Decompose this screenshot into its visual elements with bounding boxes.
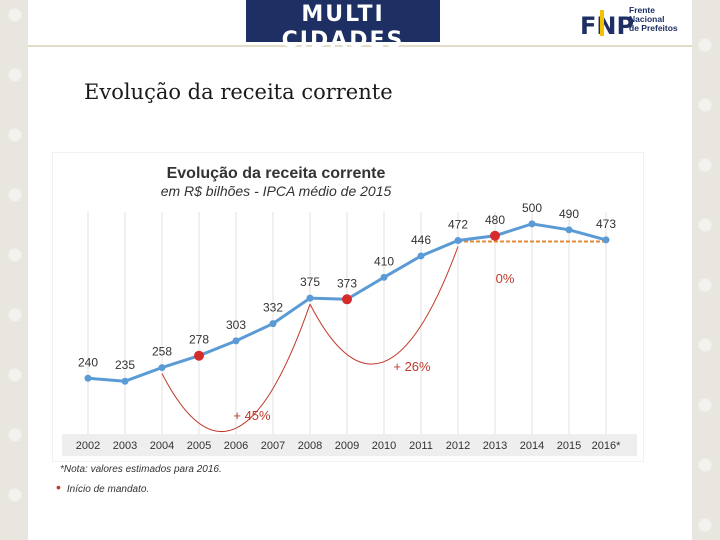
data-label: 258 [152,345,172,359]
x-tick-label: 2013 [483,440,507,452]
data-label: 278 [189,333,209,347]
data-label: 375 [300,275,320,289]
fnp-mark: FNP [580,12,634,40]
annotation-0: 0% [496,271,515,286]
x-tick-label: 2008 [298,440,322,452]
data-point [454,237,462,244]
data-label: 235 [115,358,135,372]
mandate-start-point [194,350,204,361]
data-point [565,226,573,234]
chart-title: Evolução da receita corrente [167,165,386,182]
mandate-start-point [490,230,500,241]
data-point [158,364,166,372]
data-label: 373 [337,276,357,290]
data-label: 490 [559,207,579,221]
fnp-line-1: Frente [629,5,655,15]
footnote-estimate: *Nota: valores estimados para 2016. [60,464,222,475]
data-label: 500 [522,201,542,215]
x-tick-label: 2015 [557,440,581,452]
growth-arc-26 [309,246,459,365]
footnote-mandate-text: Início de mandato. [66,484,150,495]
header-divider [28,45,692,47]
footnote-mandate: • Início de mandato. [56,479,150,495]
bullet-marker: • [56,479,61,495]
x-tick-label: 2014 [520,440,544,452]
data-point [84,374,92,382]
chart-frame [52,152,644,462]
fnp-logo: FNP [580,10,634,40]
fnp-text: Frente Nacional de Prefeitos [629,6,678,33]
x-tick-label: 2010 [372,440,396,452]
fnp-yellow-bar [600,10,604,36]
data-label: 446 [411,233,431,247]
annotation-26: + 26% [393,359,431,374]
page-title: Evolução da receita corrente [84,80,393,104]
data-point [269,320,277,328]
data-point [528,220,536,228]
x-tick-label: 2009 [335,440,359,452]
revenue-line-chart: Evolução da receita corrente em R$ bilhõ… [52,152,644,462]
annotation-45: + 45% [233,408,271,423]
x-tick-label: 2005 [187,440,211,452]
x-axis-band [62,434,637,456]
data-point [232,337,240,345]
fnp-line-3: de Prefeitos [629,23,678,33]
data-point [417,252,425,260]
x-tick-label: 2006 [224,440,248,452]
growth-arc-45 [161,303,311,433]
x-tick-label: 2003 [113,440,137,452]
data-label: 240 [78,355,98,369]
data-label: 303 [226,318,246,332]
logo-subtitle: Finanças dos Municípios do Brasil [270,54,416,64]
x-tick-label: 2012 [446,440,470,452]
x-tick-label: 2016* [592,440,621,452]
data-point [380,273,388,281]
multi-cidades-logo: MULTI CIDADES Finanças dos Municípios do… [246,0,440,64]
data-label: 332 [263,301,283,315]
data-point [121,377,129,385]
mandate-start-point [342,294,352,305]
data-label: 473 [596,217,616,231]
chart-subtitle: em R$ bilhões - IPCA médio de 2015 [161,183,392,199]
x-tick-label: 2002 [76,440,100,452]
logo-title: MULTI CIDADES [281,2,405,53]
x-tick-label: 2004 [150,440,174,452]
data-label: 480 [485,213,505,227]
fnp-line-2: Nacional [629,14,665,24]
data-point [602,236,610,244]
x-tick-label: 2007 [261,440,285,452]
x-tick-label: 2011 [409,440,433,452]
data-point [306,294,314,302]
data-label: 410 [374,254,394,268]
data-label: 472 [448,218,468,232]
